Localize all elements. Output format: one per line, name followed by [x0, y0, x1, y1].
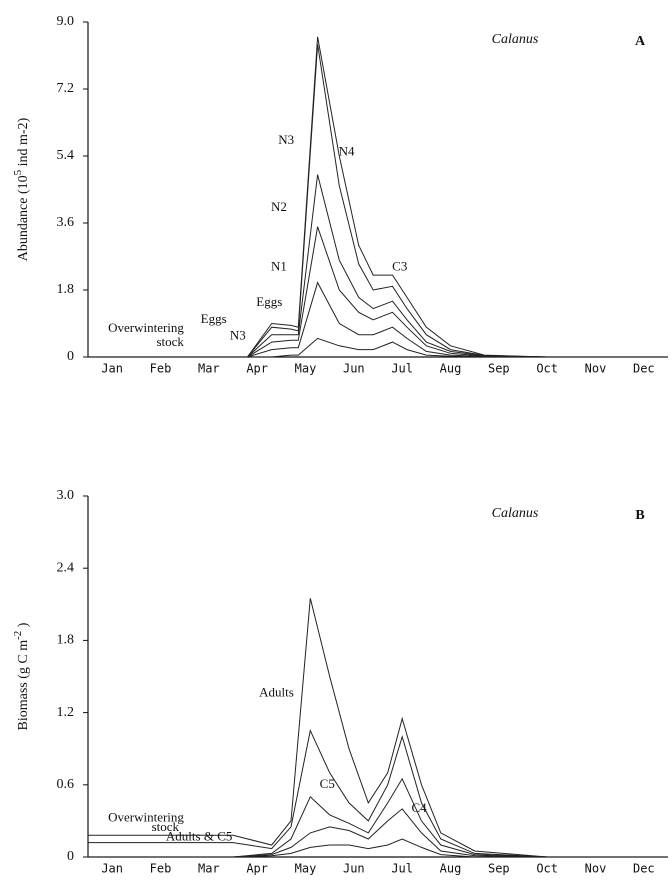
- x-tick-label: Jun: [343, 862, 365, 876]
- x-tick-label: Jun: [343, 362, 365, 376]
- x-tick-label: Mar: [198, 362, 220, 376]
- annotation: stock: [156, 334, 184, 349]
- chart-title: Calanus: [492, 32, 539, 47]
- x-tick-label: Aug: [440, 362, 462, 376]
- annotation: N3: [230, 328, 246, 343]
- annotation: C3: [392, 259, 407, 274]
- y-tick-label: 2.4: [57, 560, 75, 575]
- y-tick-label: 0: [67, 849, 74, 864]
- annotation: Adults: [259, 684, 294, 699]
- x-tick-label: Dec: [633, 362, 655, 376]
- x-tick-label: May: [295, 862, 317, 876]
- x-tick-label: Aug: [440, 862, 462, 876]
- x-tick-label: Nov: [585, 862, 607, 876]
- chart-title: Calanus: [492, 506, 539, 521]
- x-tick-label: Apr: [246, 362, 268, 376]
- series-line: [88, 598, 668, 858]
- series-line: [88, 728, 668, 858]
- x-tick-label: Oct: [536, 862, 558, 876]
- series-line: [88, 808, 668, 858]
- y-tick-label: 3.0: [57, 488, 75, 503]
- x-tick-label: Oct: [536, 362, 558, 376]
- annotation: stock: [152, 819, 180, 834]
- y-tick-label: 5.4: [57, 148, 75, 163]
- series-line: [88, 226, 668, 358]
- x-tick-label: Jul: [391, 362, 413, 376]
- panel-label: B: [635, 508, 644, 523]
- series-line: [88, 44, 668, 358]
- y-tick-label: 1.8: [57, 633, 75, 648]
- annotation: Overwintering: [108, 320, 184, 335]
- series-line: [88, 281, 668, 358]
- x-tick-label: Dec: [633, 862, 655, 876]
- x-tick-label: Jan: [101, 862, 123, 876]
- annotation: Adults & C5: [166, 829, 232, 844]
- y-tick-label: 0: [67, 349, 74, 364]
- y-tick-label: 0.6: [57, 777, 75, 792]
- y-axis-label-part: -2: [12, 631, 24, 640]
- x-tick-label: Apr: [246, 862, 268, 876]
- annotation: C4: [411, 800, 427, 815]
- series-line: [88, 174, 668, 358]
- annotation: N1: [271, 259, 287, 274]
- y-tick-label: 1.8: [57, 282, 75, 297]
- x-tick-label: Jul: [391, 862, 413, 876]
- annotation: Eggs: [256, 294, 282, 309]
- x-tick-label: Sep: [488, 362, 510, 376]
- series-line: [88, 838, 668, 858]
- x-tick-label: Sep: [488, 862, 510, 876]
- y-axis-label-part: Abundance (10: [16, 175, 31, 261]
- y-axis-label-part: ): [16, 622, 31, 631]
- y-axis-label: Biomass (g C m-2 ): [12, 622, 32, 730]
- x-tick-label: Jan: [101, 362, 123, 376]
- annotation: Overwintering: [108, 809, 184, 824]
- x-tick-label: Mar: [198, 862, 220, 876]
- x-tick-label: Feb: [150, 362, 172, 376]
- series-line: [88, 36, 668, 358]
- series-line: [88, 777, 668, 858]
- annotation: N4: [339, 143, 355, 158]
- chart-panel: 0 0.6 1.2 1.8 2.4 3.0 Jan Feb Mar Apr May Jun Jul Aug…: [12, 488, 668, 876]
- series-line: [88, 337, 668, 358]
- chart-panel: 0 1.8 3.6 5.4 7.2 9.0 Jan Feb Mar Apr May Jun Jul Aug…: [12, 14, 668, 376]
- x-tick-label: Feb: [150, 862, 172, 876]
- y-axis-label-part: ind m-2): [16, 117, 31, 169]
- annotation: N2: [271, 199, 287, 214]
- x-tick-label: Nov: [585, 362, 607, 376]
- annotation: N3: [278, 132, 294, 147]
- y-axis-label: Abundance (105 ind m-2): [12, 117, 32, 261]
- panel-label: A: [635, 34, 646, 49]
- y-tick-label: 9.0: [57, 14, 75, 29]
- y-tick-label: 3.6: [57, 215, 75, 230]
- annotation: Eggs: [201, 311, 227, 326]
- y-tick-label: 7.2: [57, 81, 75, 96]
- annotation: C5: [320, 776, 335, 791]
- y-tick-label: 1.2: [57, 705, 75, 720]
- y-axis-label-part: Biomass (g C m: [16, 640, 31, 731]
- x-tick-label: May: [295, 362, 317, 376]
- y-axis-label-part: 5: [12, 169, 24, 175]
